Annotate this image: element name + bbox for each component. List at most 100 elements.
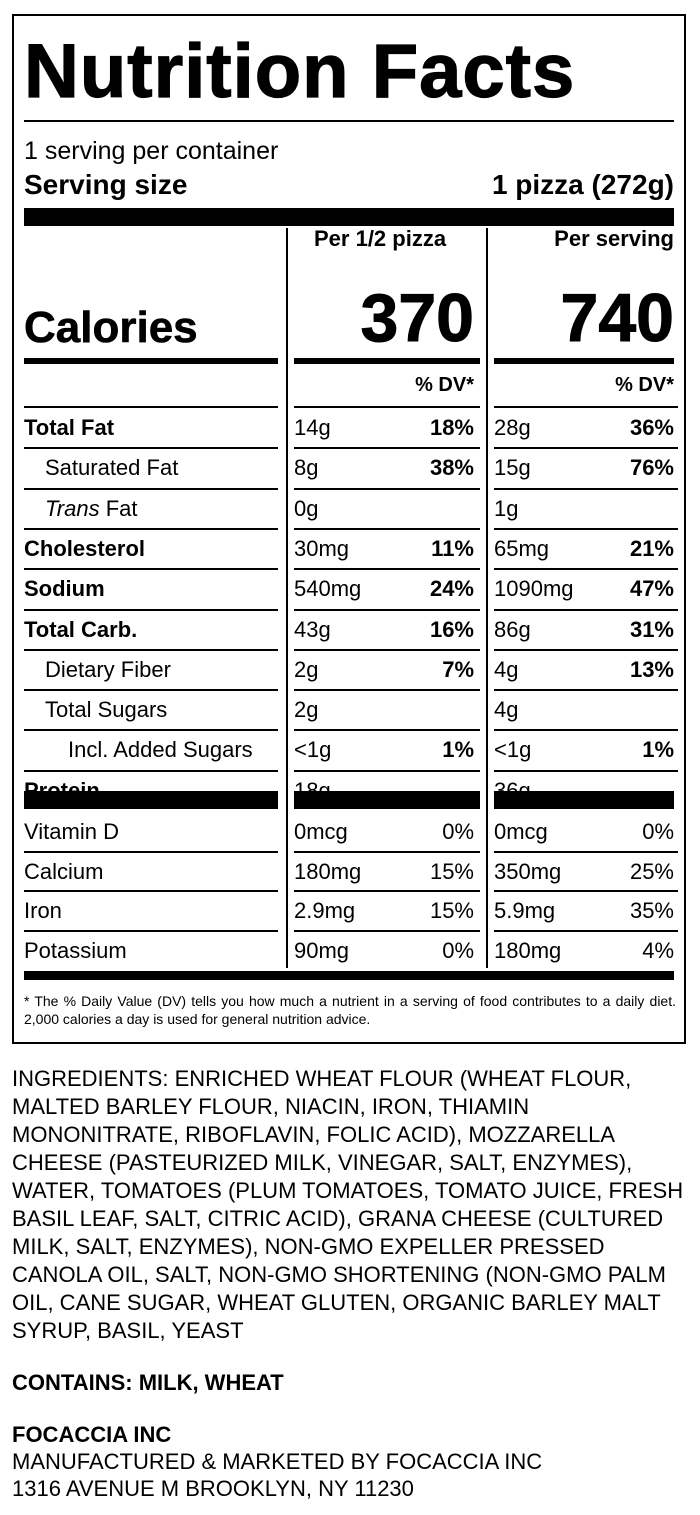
calories-bar-name	[24, 358, 278, 364]
dv-header-col1: % DV*	[415, 374, 474, 396]
amount-col2: 4g	[494, 697, 519, 723]
row-divider	[494, 850, 678, 853]
dv-col2: 76%	[629, 455, 674, 481]
nutrient-name: Saturated Fat	[45, 455, 179, 481]
dv-col1: 15%	[429, 898, 474, 923]
amount-col1: 2.9mg	[294, 898, 356, 923]
nutrient-name-rest: Fat	[99, 495, 138, 521]
amount-col1: <1g	[294, 737, 332, 763]
micronutrient-row: Vitamin D 0mcg 0% 0mcg 0%	[14, 812, 684, 852]
amount-col1: 43g	[294, 616, 331, 642]
dv-footnote: * The % Daily Value (DV) tells you how m…	[24, 993, 676, 1027]
row-divider	[24, 769, 278, 772]
dv-header-col2: % DV*	[615, 374, 674, 396]
nutrient-row: Sodium 540mg 24% 1090mg 47%	[14, 569, 684, 609]
amount-col2: <1g	[494, 737, 532, 763]
micro-band-name	[24, 791, 278, 809]
row-divider	[294, 487, 480, 490]
nutrient-name: Incl. Added Sugars	[68, 737, 253, 763]
row-divider	[24, 568, 278, 571]
dv-col1: 7%	[442, 656, 474, 682]
row-divider	[24, 648, 278, 651]
amount-col2: 350mg	[494, 858, 562, 884]
amount-col2: 28g	[494, 415, 531, 440]
dv-col2: 1%	[642, 737, 674, 763]
nutrient-row: Total Fat 14g 18% 28g 36%	[14, 408, 684, 448]
nutrition-facts-title: Nutrition Facts	[23, 29, 576, 114]
amount-col1: 180mg	[294, 858, 362, 884]
micronutrient-row: Calcium 180mg 15% 350mg 25%	[14, 852, 684, 892]
row-divider	[294, 689, 480, 692]
amount-col1: 2g	[294, 697, 319, 723]
micronutrient-name: Potassium	[24, 937, 127, 963]
micronutrient-name: Iron	[24, 898, 62, 923]
micronutrient-row: Iron 2.9mg 15% 5.9mg 35%	[14, 891, 684, 931]
amount-col1: 0g	[294, 495, 319, 521]
row-divider	[294, 729, 480, 732]
row-divider	[24, 487, 278, 490]
nutrient-name: Total Carb.	[24, 616, 138, 642]
row-divider	[494, 689, 678, 692]
row-divider	[294, 568, 480, 571]
nutrient-row: Incl. Added Sugars <1g 1% <1g 1%	[14, 730, 684, 770]
row-divider	[494, 648, 678, 651]
allergen-statement: CONTAINS: MILK, WHEAT	[12, 1370, 284, 1395]
row-divider	[294, 527, 480, 530]
col1-header: Per 1/2 pizza	[314, 226, 447, 251]
thick-divider-bottom	[24, 971, 674, 980]
dv-col2: 31%	[629, 616, 674, 642]
amount-col1: 540mg	[294, 576, 362, 602]
row-divider	[294, 929, 480, 932]
nutrient-name: Trans Fat	[45, 489, 138, 529]
amount-col2: 4g	[494, 656, 519, 682]
row-divider	[294, 447, 480, 450]
dv-col2: 25%	[629, 858, 674, 884]
amount-col1: 8g	[294, 455, 319, 481]
row-divider	[494, 608, 678, 611]
row-divider	[24, 447, 278, 450]
row-divider	[24, 527, 278, 530]
calories-col2: 740	[560, 280, 674, 356]
nutrient-name: Cholesterol	[24, 535, 146, 561]
nutrient-name: Total Fat	[24, 415, 115, 440]
serving-size-label: Serving size	[24, 169, 188, 200]
dv-col2: 47%	[629, 576, 674, 602]
row-divider	[294, 406, 480, 408]
calories-bar-col1	[294, 358, 480, 364]
amount-col1: 2g	[294, 656, 319, 682]
row-divider	[494, 527, 678, 530]
calories-label: Calories	[24, 303, 198, 352]
amount-col1: 14g	[294, 415, 331, 440]
amount-col2: 0mcg	[494, 819, 548, 844]
row-divider	[24, 850, 278, 853]
dv-col1: 24%	[429, 576, 474, 602]
column-separator-1	[286, 228, 288, 968]
row-divider	[494, 929, 678, 932]
dv-col2: 36%	[629, 415, 674, 440]
dv-col1: 0%	[442, 937, 474, 963]
micronutrient-name: Calcium	[24, 858, 104, 884]
manufacturer-address: 1316 AVENUE M BROOKLYN, NY 11230	[12, 1476, 414, 1501]
dv-col2: 0%	[642, 819, 674, 844]
dv-col1: 0%	[442, 819, 474, 844]
nutrient-row: Total Carb. 43g 16% 86g 31%	[14, 610, 684, 650]
amount-col2: 65mg	[494, 535, 550, 561]
calories-col1: 370	[360, 280, 474, 356]
row-divider	[24, 608, 278, 611]
row-divider	[494, 487, 678, 490]
amount-col2: 15g	[494, 455, 531, 481]
dv-col1: 18%	[429, 415, 474, 440]
serving-size-value: 1 pizza (272g)	[491, 169, 674, 200]
nutrient-row: Total Sugars 2g 4g	[14, 690, 684, 730]
ingredients-text: INGREDIENTS: ENRICHED WHEAT FLOUR (WHEAT…	[12, 1066, 684, 1343]
row-divider	[494, 890, 678, 892]
row-divider	[294, 890, 480, 892]
dv-col2: 4%	[642, 937, 674, 963]
dv-col2: 35%	[629, 898, 674, 923]
dv-col1: 1%	[442, 737, 474, 763]
row-divider	[24, 890, 278, 892]
nutrient-name: Sodium	[24, 576, 105, 602]
column-separator-2	[486, 228, 488, 968]
thick-divider-top	[24, 208, 674, 226]
row-divider	[294, 648, 480, 651]
